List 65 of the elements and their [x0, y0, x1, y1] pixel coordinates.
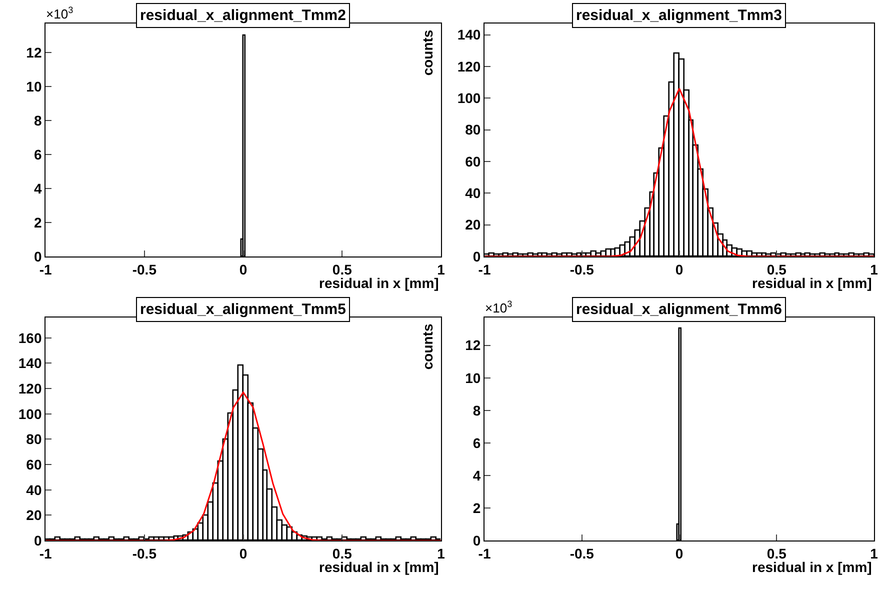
x-tick-label: 1: [437, 545, 446, 562]
y-tick-label: 8: [472, 402, 481, 418]
x-tick-label: 0.5: [766, 261, 787, 278]
x-tick-label: 0: [675, 261, 684, 278]
x-tick-label: -0.5: [132, 261, 157, 278]
y-tick-label: 0: [472, 532, 481, 548]
y-tick-label: 0: [34, 532, 42, 548]
y-tick-label: 120: [457, 58, 481, 74]
chart-title: residual_x_alignment_Tmm3: [576, 7, 782, 24]
x-tick-label: -0.5: [570, 545, 594, 562]
y-tick-label: 12: [26, 44, 42, 60]
y-tick-label: 100: [457, 90, 481, 106]
y-tick-label: 20: [26, 507, 42, 524]
y-tick-label: 140: [18, 355, 42, 372]
y-tick-label: 0: [472, 248, 481, 264]
y-tick-label: 100: [18, 406, 42, 422]
x-tick-label: -1: [478, 545, 491, 562]
y-tick-label: 60: [26, 456, 42, 472]
x-axis-title: residual in x [mm]: [752, 559, 872, 575]
y-tick-label: 20: [465, 216, 481, 233]
x-tick-label: 0: [239, 545, 248, 562]
line-series: [484, 88, 874, 256]
y-tick-label: 6: [34, 146, 42, 162]
y-tick-label: 40: [26, 482, 42, 498]
y-tick-label: 8: [34, 112, 42, 128]
chart-title: residual_x_alignment_Tmm5: [140, 301, 346, 318]
y-tick-label: 4: [34, 180, 42, 196]
x-tick-label: -0.5: [570, 261, 594, 278]
y-tick-label: 12: [465, 337, 481, 354]
y-tick-label: 60: [465, 153, 481, 170]
x-tick-label: -1: [478, 261, 491, 278]
x-axis-title: residual in x [mm]: [752, 275, 872, 291]
y-tick-label: 10: [26, 78, 42, 94]
y-tick-label: 2: [472, 500, 481, 516]
x-axis-title: residual in x [mm]: [319, 275, 439, 291]
y-tick-label: 120: [18, 380, 42, 396]
x-tick-label: 0.5: [766, 545, 787, 562]
y-tick-label: 6: [472, 434, 481, 451]
y-axis-title: counts: [419, 324, 436, 370]
y-tick-label: 4: [472, 467, 481, 484]
y-tick-label: 140: [457, 26, 481, 43]
y-tick-label: 10: [465, 370, 481, 386]
x-tick-label: -1: [39, 261, 52, 278]
x-tick-label: 0.5: [332, 261, 352, 278]
x-tick-label: 0.5: [332, 545, 352, 562]
y-tick-label: 160: [18, 330, 42, 346]
y-tick-label: 80: [465, 122, 481, 138]
chart-title: residual_x_alignment_Tmm6: [576, 301, 782, 318]
x-tick-label: -1: [39, 545, 52, 562]
line-series: [46, 392, 442, 541]
y-axis-title: counts: [419, 30, 436, 76]
y-tick-label: 0: [34, 248, 42, 264]
x-tick-label: 0: [675, 545, 684, 562]
x-tick-label: 1: [437, 261, 446, 278]
x-tick-label: -0.5: [132, 545, 157, 562]
chart-title: residual_x_alignment_Tmm2: [140, 7, 346, 24]
y-tick-label: 80: [26, 431, 42, 448]
x-tick-label: 1: [870, 545, 878, 562]
y-tick-label: 2: [34, 214, 42, 230]
x-tick-label: 0: [239, 261, 248, 278]
x-axis-title: residual in x [mm]: [319, 559, 439, 575]
text: ×10$^{3}$: [46, 5, 74, 22]
text: ×10$^{3}$: [485, 299, 512, 316]
x-tick-label: 1: [870, 261, 878, 278]
y-tick-label: 40: [465, 185, 481, 202]
